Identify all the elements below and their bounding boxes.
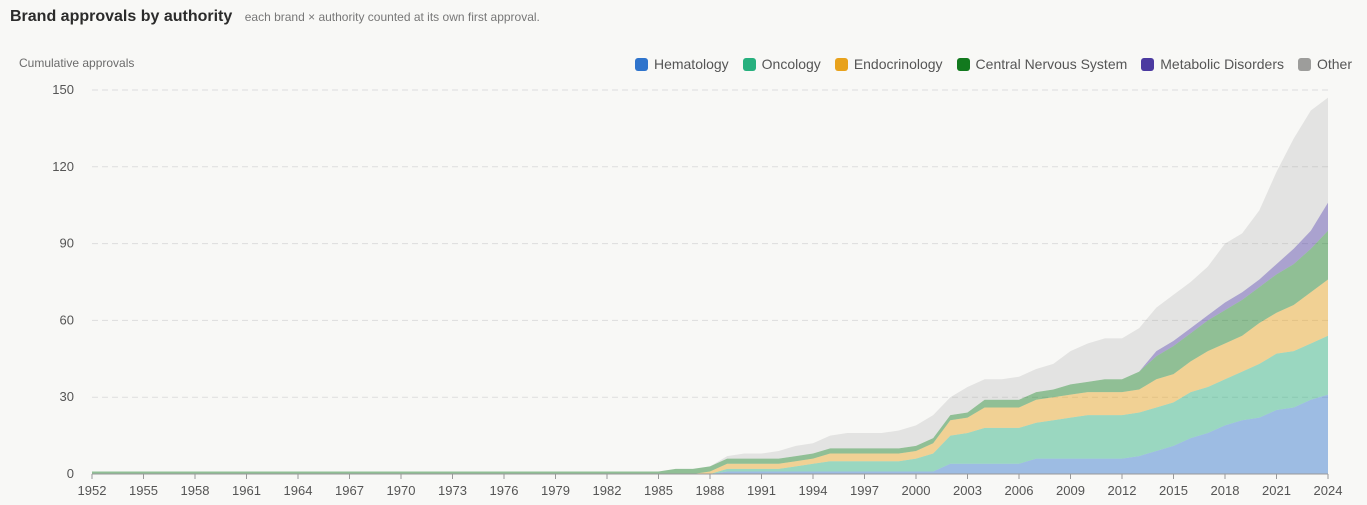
x-tick-label: 2006 [1005, 483, 1034, 498]
x-tick-label: 1994 [799, 483, 828, 498]
x-tick-label: 2012 [1108, 483, 1137, 498]
x-tick-label: 1988 [696, 483, 725, 498]
x-tick-label: 1970 [387, 483, 416, 498]
x-tick-label: 1973 [438, 483, 467, 498]
x-tick-label: 1961 [232, 483, 261, 498]
y-tick-label: 0 [67, 466, 74, 481]
area-series-hematology [92, 394, 1328, 474]
x-tick-label: 1979 [541, 483, 570, 498]
x-tick-label: 2009 [1056, 483, 1085, 498]
x-tick-label: 1997 [850, 483, 879, 498]
y-axis-label: Cumulative approvals [19, 56, 135, 70]
x-tick-label: 1982 [593, 483, 622, 498]
x-tick-label: 1976 [490, 483, 519, 498]
legend-swatch [742, 57, 756, 71]
legend-item[interactable]: Other [1297, 56, 1352, 72]
legend-swatch [634, 57, 648, 71]
x-tick-label: 1964 [284, 483, 313, 498]
chart-legend: Hematology Oncology Endocrinology Central N… [621, 56, 1352, 72]
y-tick-label: 30 [60, 389, 74, 404]
x-tick-label: 2015 [1159, 483, 1188, 498]
chart-header: Brand approvals by authority each brand … [10, 8, 540, 26]
area-series-oncology [92, 335, 1328, 474]
legend-item[interactable]: Oncology [742, 56, 821, 72]
x-tick-label: 1967 [335, 483, 364, 498]
legend-swatch [956, 57, 970, 71]
x-tick-label: 1952 [78, 483, 107, 498]
x-tick-label: 1991 [747, 483, 776, 498]
x-tick-label: 2000 [902, 483, 931, 498]
x-tick-label: 2021 [1262, 483, 1291, 498]
y-tick-label: 120 [52, 159, 74, 174]
x-tick-label: 1958 [181, 483, 210, 498]
x-tick-label: 1985 [644, 483, 673, 498]
area-series-other [92, 97, 1328, 472]
x-tick-label: 2018 [1211, 483, 1240, 498]
x-tick-label: 2024 [1314, 483, 1343, 498]
legend-label: Central Nervous System [975, 56, 1128, 72]
legend-label: Oncology [761, 56, 821, 72]
legend-item[interactable]: Endocrinology [834, 56, 943, 72]
legend-swatch [1141, 57, 1155, 71]
legend-label: Endocrinology [853, 56, 943, 72]
legend-swatch [834, 57, 848, 71]
legend-item[interactable]: Central Nervous System [956, 56, 1128, 72]
x-tick-label: 2003 [953, 483, 982, 498]
x-tick-label: 1955 [129, 483, 158, 498]
legend-item[interactable]: Metabolic Disorders [1141, 56, 1284, 72]
y-tick-label: 90 [60, 236, 74, 251]
y-tick-label: 60 [60, 312, 74, 327]
chart-title: Brand approvals by authority [10, 8, 233, 25]
legend-label: Metabolic Disorders [1160, 56, 1284, 72]
y-tick-label: 150 [52, 82, 74, 97]
legend-label: Hematology [653, 56, 729, 72]
area-series-endocrinology [92, 279, 1328, 474]
chart-subtitle: each brand × authority counted at its ow… [244, 10, 540, 24]
legend-label: Other [1316, 56, 1352, 72]
legend-item[interactable]: Hematology [634, 56, 729, 72]
legend-swatch [1297, 57, 1311, 71]
